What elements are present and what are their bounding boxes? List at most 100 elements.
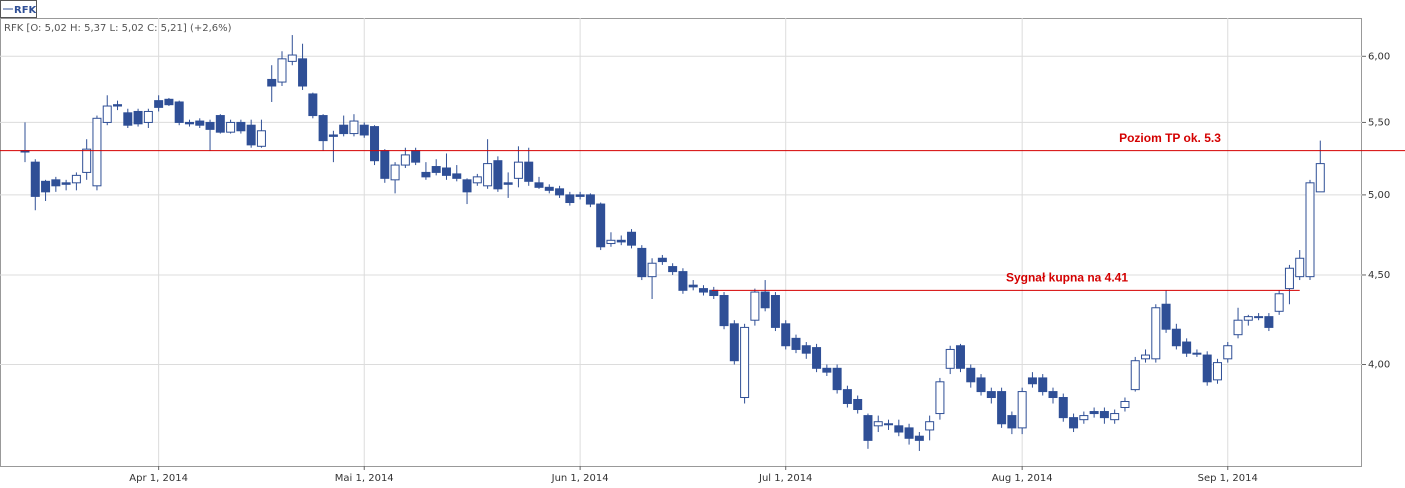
candle-body [318, 115, 328, 142]
candle-body [339, 124, 349, 135]
legend-label: RFK [14, 5, 38, 16]
candle-body [668, 266, 678, 273]
candle-body [349, 120, 359, 135]
x-tick-label: Mai 1, 2014 [335, 473, 394, 484]
candle-body [1202, 354, 1212, 383]
ohlc-summary: RFK [O: 5,02 H: 5,37 L: 5,02 C: 5,21] (+… [4, 23, 232, 34]
candle-body [493, 160, 503, 190]
candle-body [1295, 257, 1305, 278]
candle-body [1017, 391, 1027, 429]
candle-body [1212, 362, 1222, 381]
candle-body [226, 121, 236, 133]
candle-body [1223, 345, 1233, 360]
candle-body [647, 262, 657, 278]
candle-body [1058, 397, 1068, 419]
candle-body [935, 381, 945, 415]
candle-body [1079, 415, 1089, 421]
candle-body [462, 179, 472, 193]
candle-body [678, 271, 688, 291]
candle-body [1182, 341, 1192, 354]
candle-body [1151, 307, 1161, 360]
x-tick-label: Jun 1, 2014 [551, 473, 609, 484]
candle-body [246, 124, 256, 146]
candle-body [287, 54, 297, 62]
candle-body [380, 150, 390, 179]
candle-body [894, 425, 904, 433]
candle-body [770, 295, 780, 328]
candle-body [698, 288, 708, 293]
candle-body [421, 171, 431, 178]
candle-body [863, 415, 873, 441]
candles [20, 35, 1325, 451]
candle-body [544, 186, 554, 191]
plot-frame [0, 18, 1362, 467]
candle-body [41, 180, 51, 193]
candle-body [832, 367, 842, 391]
candle-body [1192, 352, 1202, 355]
candle-body [205, 121, 215, 130]
candle-body [760, 291, 770, 309]
candle-body [164, 98, 174, 106]
candle-body [1161, 303, 1171, 330]
candle-body [1089, 411, 1099, 415]
candle-body [30, 161, 40, 197]
candle-body [955, 345, 965, 369]
candle-body [390, 164, 400, 181]
candle-body [966, 367, 976, 383]
candle-body [781, 323, 791, 347]
candle-body [1130, 360, 1140, 391]
candle-body [1141, 354, 1151, 360]
candle-body [215, 115, 225, 133]
y-tick-label: 5,50 [1368, 117, 1390, 128]
candle-body [452, 173, 462, 179]
y-tick-label: 6,00 [1368, 51, 1390, 62]
candle-body [154, 100, 164, 108]
candle-body [184, 121, 194, 125]
candle-body [822, 367, 832, 373]
legend-box [0, 0, 37, 18]
x-tick-label: Jul 1, 2014 [758, 473, 812, 484]
y-tick-label: 4,00 [1368, 359, 1390, 370]
candle-body [657, 257, 667, 263]
candle-body [740, 326, 750, 399]
candle-body [1254, 316, 1264, 319]
candle-body [143, 110, 153, 123]
candle-body [513, 161, 523, 179]
candle-body [555, 188, 565, 196]
candle-body [627, 231, 637, 246]
candle-body [585, 194, 595, 205]
candle-body [925, 421, 935, 431]
candle-body [411, 150, 421, 163]
candle-body [997, 391, 1007, 425]
candle-body [256, 130, 266, 147]
candle-body [1284, 267, 1294, 290]
candle-body [750, 291, 760, 321]
candle-body [133, 110, 143, 125]
candle-body [1069, 417, 1079, 429]
candle-body [688, 284, 698, 288]
y-tick-label: 5,00 [1368, 190, 1390, 201]
candle-body [503, 182, 513, 185]
candle-body [575, 194, 585, 197]
candle-body [441, 167, 451, 176]
candle-body [483, 163, 493, 187]
candle-body [1264, 316, 1274, 328]
x-tick-label: Apr 1, 2014 [129, 473, 188, 484]
candle-body [791, 337, 801, 350]
candle-body [123, 112, 133, 126]
candle-body [534, 182, 544, 188]
candle-body [370, 126, 380, 162]
candle-body [637, 247, 647, 278]
candle-body [298, 58, 308, 87]
candle-body [359, 124, 369, 136]
candle-body [976, 377, 986, 393]
candle-body [801, 345, 811, 354]
annotation-label: Sygnał kupna na 4.41 [1006, 270, 1128, 284]
y-tick-label: 4,50 [1368, 270, 1390, 281]
candle-body [267, 78, 277, 87]
candle-body [719, 295, 729, 327]
candle-body [1007, 415, 1017, 429]
candle-body [236, 121, 246, 132]
candle-body [82, 148, 92, 173]
candle-body [945, 348, 955, 369]
